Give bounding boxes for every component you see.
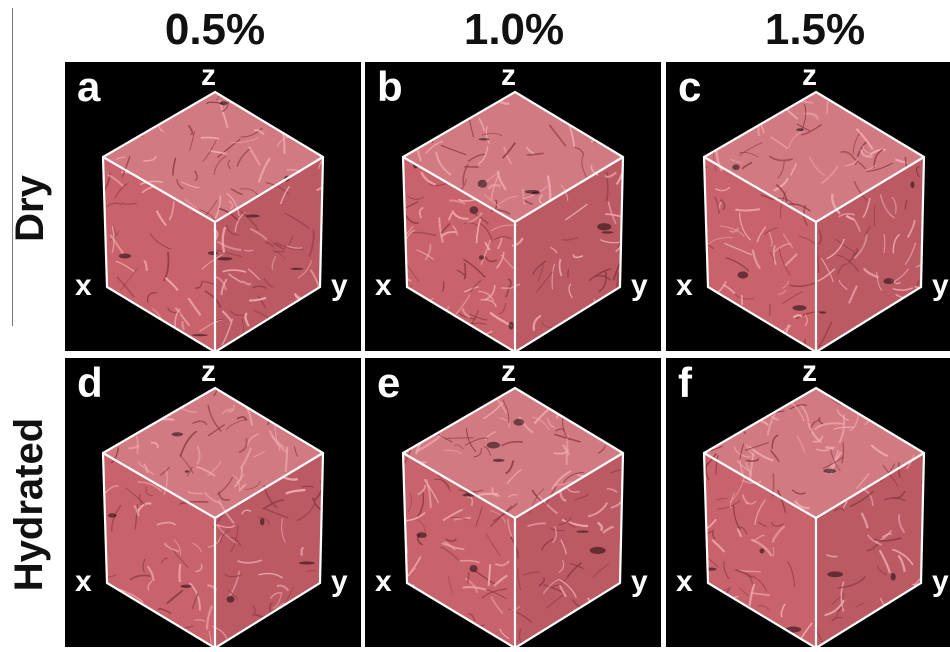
panel-d: d z x y <box>65 358 361 647</box>
cube-render <box>101 90 325 351</box>
axis-label-x: x <box>75 565 92 598</box>
row-header-hydrated: Hydrated <box>0 358 60 650</box>
cube-render <box>702 90 926 351</box>
row-header-dry: Dry <box>0 62 60 354</box>
column-header-1-0: 1.0% <box>463 5 565 54</box>
axis-label-y: y <box>932 269 949 302</box>
axis-label-z: z <box>201 62 216 92</box>
axis-label-x: x <box>375 565 392 598</box>
axis-label-z: z <box>201 358 216 388</box>
axis-label-y: y <box>631 269 648 302</box>
axis-label-z: z <box>501 62 516 92</box>
axis-label-z: z <box>501 358 516 388</box>
axis-label-x: x <box>75 269 92 302</box>
panel-b: b z x y <box>365 62 661 351</box>
axis-label-x: x <box>676 269 693 302</box>
panel-letter: f <box>678 359 692 406</box>
panel-f: f z x y <box>666 358 950 647</box>
cube-render <box>702 386 926 647</box>
panel-letter: c <box>678 63 702 110</box>
panel-letter: e <box>377 359 401 406</box>
cube-render <box>401 386 625 647</box>
cube-render <box>401 90 625 351</box>
panel-a: a z x y <box>65 62 361 351</box>
panel-letter: d <box>77 359 103 406</box>
axis-label-z: z <box>802 358 817 388</box>
row-header-dry-label: Dry <box>7 174 52 242</box>
axis-label-x: x <box>375 269 392 302</box>
axis-label-z: z <box>802 62 817 92</box>
row-header-hydrated-label: Hydrated <box>7 417 52 591</box>
axis-label-x: x <box>676 565 693 598</box>
cube-render <box>101 386 325 647</box>
panel-letter: a <box>77 63 101 110</box>
panel-c: c z x y <box>666 62 950 351</box>
panel-e: e z x y <box>365 358 661 647</box>
axis-label-y: y <box>331 269 348 302</box>
panel-letter: b <box>377 63 403 110</box>
column-header-1-5: 1.5% <box>764 5 866 54</box>
axis-label-y: y <box>331 565 348 598</box>
row-divider-line <box>12 8 13 326</box>
column-header-0-5: 0.5% <box>164 5 266 54</box>
axis-label-y: y <box>631 565 648 598</box>
axis-label-y: y <box>932 565 949 598</box>
